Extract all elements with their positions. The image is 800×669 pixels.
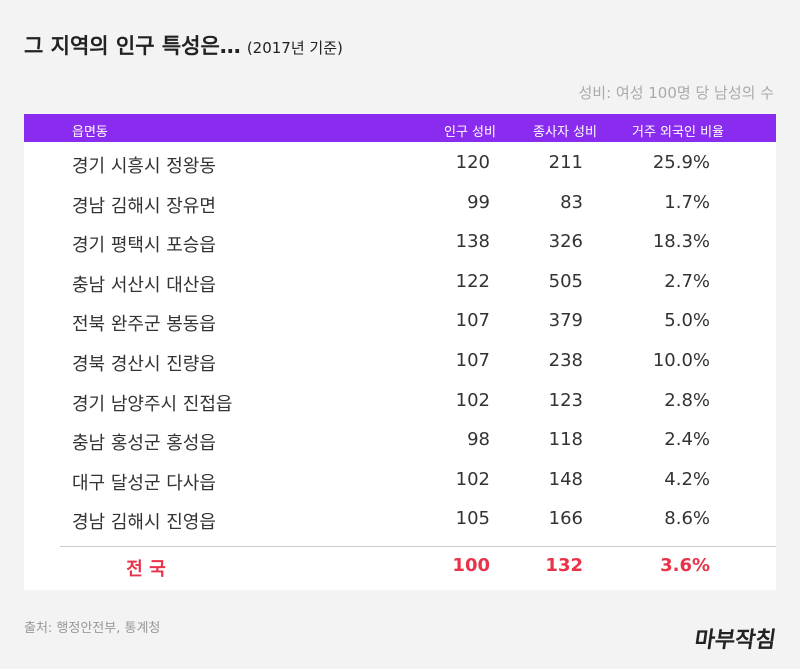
cell-value: 2.8% [664, 389, 710, 411]
row-label: 충남 서산시 대산읍 [72, 274, 216, 296]
cell-value: 8.6% [664, 508, 710, 530]
cell-value: 148 [548, 468, 583, 490]
total-value: 3.6% [660, 555, 710, 576]
row-label: 경기 시흥시 정왕동 [72, 156, 216, 177]
cell-value: 5.0% [664, 310, 710, 332]
cell-value: 83 [560, 191, 583, 213]
cell-value: 2.7% [664, 270, 710, 292]
subtitle: (2017년 기준) [246, 39, 343, 57]
cell-value: 326 [548, 231, 583, 253]
cell-value: 4.2% [664, 468, 710, 490]
note: 성비: 여성 100명 당 남성의 수 [578, 84, 774, 102]
cell-value: 123 [548, 389, 583, 411]
cell-value: 102 [455, 389, 490, 411]
total-value: 100 [452, 555, 490, 576]
divider [60, 546, 776, 547]
cell-value: 102 [455, 468, 490, 490]
cell-value: 107 [455, 350, 490, 371]
cell-value: 238 [548, 350, 583, 371]
row-label: 전북 완주군 봉동읍 [72, 314, 216, 336]
cell-value: 138 [455, 231, 490, 253]
cell-value: 105 [455, 508, 490, 530]
cell-value: 118 [548, 429, 583, 451]
table-header [24, 114, 776, 142]
row-label: 경북 경산시 진량읍 [72, 354, 216, 375]
row-label: 대구 달성군 다사읍 [72, 472, 216, 494]
cell-value: 379 [548, 310, 583, 332]
cell-value: 166 [548, 508, 583, 530]
cell-value: 122 [455, 270, 490, 292]
column-header: 종사자 성비 [533, 125, 597, 140]
cell-value: 211 [548, 152, 583, 173]
cell-value: 18.3% [652, 231, 710, 253]
total-label: 전 국 [126, 559, 166, 580]
cell-value: 505 [548, 270, 583, 292]
cell-value: 120 [455, 152, 490, 173]
column-header: 인구 성비 [444, 125, 496, 140]
cell-value: 25.9% [652, 152, 710, 173]
column-header: 거주 외국인 비율 [632, 125, 724, 140]
title: 그 지역의 인구 특성은… [24, 34, 241, 58]
total-value: 132 [545, 555, 583, 576]
source: 출처: 행정안전부, 통계청 [24, 621, 161, 636]
cell-value: 107 [455, 310, 490, 332]
row-label: 충남 홍성군 홍성읍 [72, 433, 216, 455]
title-block: 그 지역의 인구 특성은… (2017년 기준) [24, 30, 343, 60]
row-label: 경남 김해시 장유면 [72, 195, 216, 217]
logo: 마부작침 [692, 628, 778, 653]
row-label: 경남 김해시 진영읍 [72, 512, 216, 534]
cell-value: 10.0% [652, 350, 710, 371]
cell-value: 2.4% [664, 429, 710, 451]
row-label: 경기 남양주시 진접읍 [72, 393, 233, 415]
table-body [24, 142, 776, 590]
row-label: 경기 평택시 포승읍 [72, 235, 216, 257]
cell-value: 1.7% [664, 191, 710, 213]
cell-value: 98 [467, 429, 490, 451]
cell-value: 99 [467, 191, 490, 213]
column-header: 읍면동 [72, 125, 108, 140]
